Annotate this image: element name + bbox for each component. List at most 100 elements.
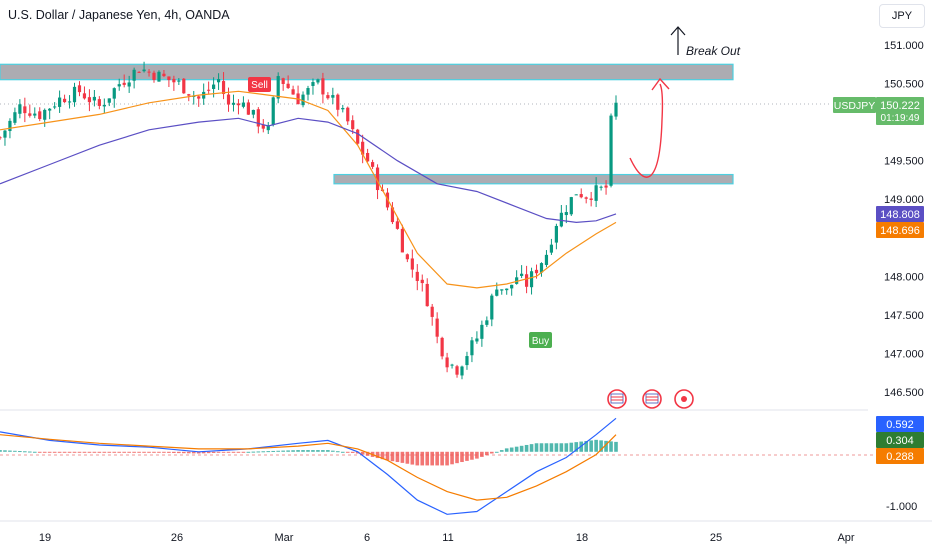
histogram-bar [211,451,216,453]
candle-body [102,104,106,107]
histogram-value-label: 0.304 [876,432,924,448]
histogram-bar [32,451,37,453]
histogram-bar [420,451,425,466]
candle-body [241,102,246,107]
histogram-bar [47,451,52,453]
candle-body [524,274,529,287]
candle-body [400,228,404,253]
candle-body [529,271,534,288]
currency-button[interactable]: JPY [879,4,925,28]
histogram-bar [122,451,126,453]
supply-demand-zones [0,63,734,185]
us-flag-event-icon[interactable] [607,389,627,409]
histogram-bar [584,440,588,452]
histogram-bar [509,447,514,452]
histogram-bar [97,451,102,453]
price-axis-tick: 146.500 [884,387,924,399]
histogram-bar [201,451,206,454]
histogram-bar [23,451,27,453]
candle-body [569,197,573,215]
histogram-bar [529,444,534,452]
histogram-bar [340,451,345,453]
candle-body [167,76,171,81]
bar-countdown: 01:19:49 [881,113,920,124]
ema-fast-line [0,90,617,289]
histogram-bar [196,451,201,454]
price-zone[interactable] [333,173,734,185]
candle-body [212,84,216,89]
time-axis-tick: 6 [364,532,370,544]
histogram-bar [18,451,22,453]
symbol-label: USDJPY [834,100,875,112]
candle-body [366,152,370,162]
candle-body [221,81,226,95]
histogram-bar [554,443,559,452]
histogram-bar [306,450,310,452]
candle-body [395,221,400,229]
candle-body [415,271,419,281]
candle-body [97,99,101,106]
histogram-bar [604,440,608,452]
histogram-bar [450,451,454,465]
candle-body [554,225,558,243]
time-axis[interactable]: 19 26 Mar 6 11 18 25 Apr [39,532,855,544]
histogram-bar [385,451,390,461]
candle-body [495,289,499,296]
candle-body [455,366,459,375]
price-zone[interactable] [0,63,734,81]
histogram-bar [360,451,365,455]
candle-body [435,318,439,337]
us-flag-event-icon[interactable] [642,389,662,409]
histogram-bar [57,451,62,453]
histogram-bar [92,451,97,453]
candle-body [157,71,161,82]
candle-body [266,125,270,131]
candle-body [490,295,494,320]
macd-line [0,417,617,515]
price-axis[interactable]: 151.000 150.500 149.500 149.000 148.000 147.5… [884,40,924,399]
candle-body [162,73,166,77]
histogram-bar [336,451,340,453]
projection-arrow-head [651,77,670,91]
buy-signal: Buy [529,332,552,348]
histogram-bar [87,451,92,453]
candle-body [604,185,608,188]
candle-body [485,320,489,325]
candle-body [291,89,295,95]
candle-body [410,258,414,270]
histogram-bar [390,451,395,462]
histogram-bar [480,451,484,457]
candle-body [226,94,231,105]
histogram-bar [67,451,72,453]
candle-body [67,101,72,103]
histogram-bar [0,450,2,452]
candle-body [544,254,549,265]
histogram-bar [460,451,464,463]
candle-body [172,78,176,83]
last-price-value: 150.222 [880,100,920,112]
japan-flag-event-icon[interactable] [674,389,694,409]
candle-body [574,194,578,196]
histogram-bar [291,450,295,452]
ema-slow-line [0,117,617,224]
candle-body [236,103,241,106]
histogram-bar [574,442,579,452]
histogram-bar [3,450,7,452]
histogram-bar [216,451,221,453]
histogram-bar [321,450,325,452]
histogram-bar [286,450,290,452]
histogram-bar [490,451,494,454]
histogram-bar [375,451,380,459]
symbol-title[interactable]: U.S. Dollar / Japanese Yen, 4h, OANDA [8,8,230,22]
candle-body [351,120,355,130]
histogram-bar [28,451,32,453]
price-axis-tick: 149.500 [884,156,924,168]
candle-body [202,91,206,99]
candle-body [480,324,484,339]
time-axis-tick: 11 [442,532,453,544]
histogram-bar [236,451,241,453]
event-markers[interactable] [607,389,694,409]
sell-label: Sell [251,80,268,91]
histogram-bar [350,451,355,453]
